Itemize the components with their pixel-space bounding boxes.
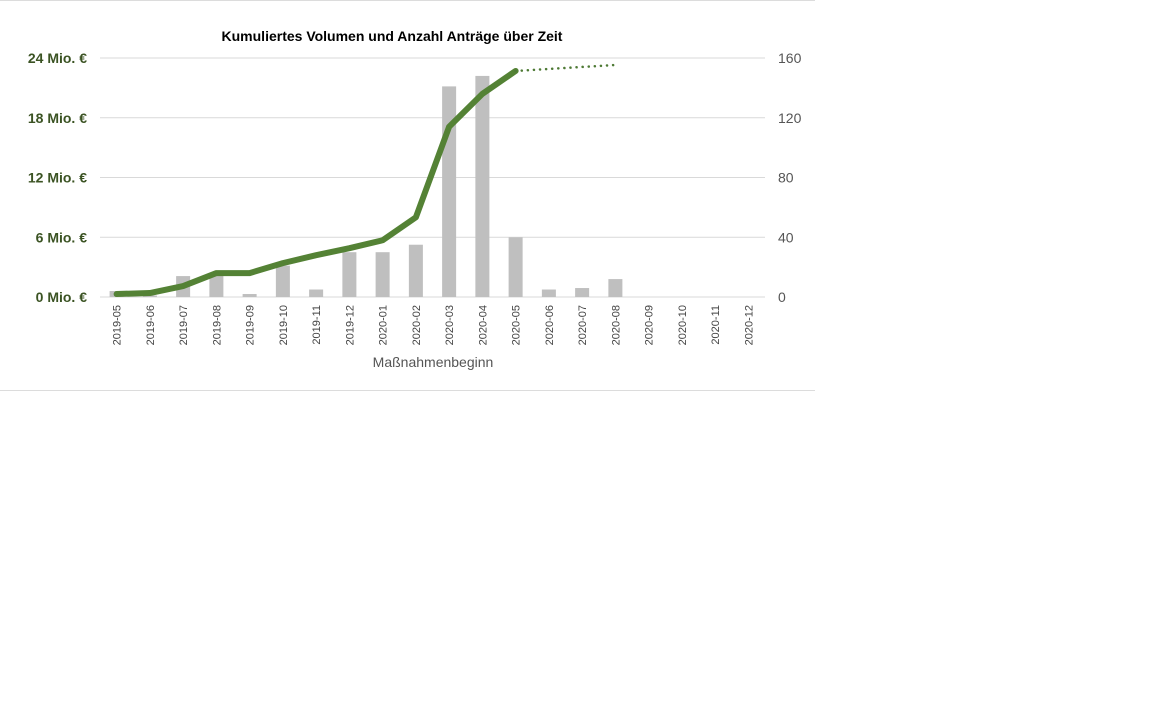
x-tick-label: 2020-05 [511,305,523,345]
x-tick-label: 2019-06 [145,305,157,345]
x-tick-label: 2020-12 [743,305,755,345]
left-tick-label: 12 Mio. € [28,170,87,186]
bar [475,75,490,297]
right-tick-label: 80 [778,170,794,186]
top-border [0,0,815,1]
left-tick-label: 0 Mio. € [36,289,88,305]
x-tick-label: 2019-07 [178,305,190,345]
left-tick-label: 24 Mio. € [28,50,87,66]
x-tick-label: 2020-03 [444,305,456,345]
x-tick-label: 2020-02 [411,305,423,345]
left-tick-label: 6 Mio. € [36,229,88,245]
x-tick-label: 2019-11 [311,305,323,345]
right-tick-label: 0 [778,289,786,305]
bar [508,237,523,297]
forecast-line [514,63,617,73]
bar [209,273,224,297]
x-tick-label: 2020-01 [378,305,390,345]
bar [142,295,157,297]
bar [375,252,390,297]
x-tick-label: 2019-12 [344,305,356,345]
x-tick-label: 2019-09 [245,305,257,345]
right-tick-label: 160 [778,50,802,66]
bottom-border [0,390,815,391]
cumulative-volume-line [113,67,519,298]
bar [408,244,423,297]
right-tick-label: 40 [778,229,794,245]
chart-title: Kumuliertes Volumen und Anzahl Anträge ü… [222,28,563,44]
bar [242,294,257,297]
x-tick-label: 2020-08 [610,305,622,345]
x-tick-label: 2020-04 [477,305,489,345]
x-tick-label: 2019-08 [211,305,223,345]
x-tick-label: 2020-11 [710,305,722,345]
x-tick-label: 2019-05 [112,305,124,345]
x-tick-label: 2020-07 [577,305,589,345]
x-tick-label: 2020-06 [544,305,556,345]
right-tick-label: 120 [778,110,802,126]
x-axis-label: Maßnahmenbeginn [373,354,494,370]
bar [575,288,590,297]
x-tick-label: 2019-10 [278,305,290,345]
bar [541,289,556,297]
x-tick-label: 2020-10 [677,305,689,345]
bar [309,289,324,297]
bar [275,265,290,297]
bar [608,279,623,297]
x-tick-label: 2020-09 [644,305,656,345]
left-tick-label: 18 Mio. € [28,110,87,126]
bar [342,252,357,297]
